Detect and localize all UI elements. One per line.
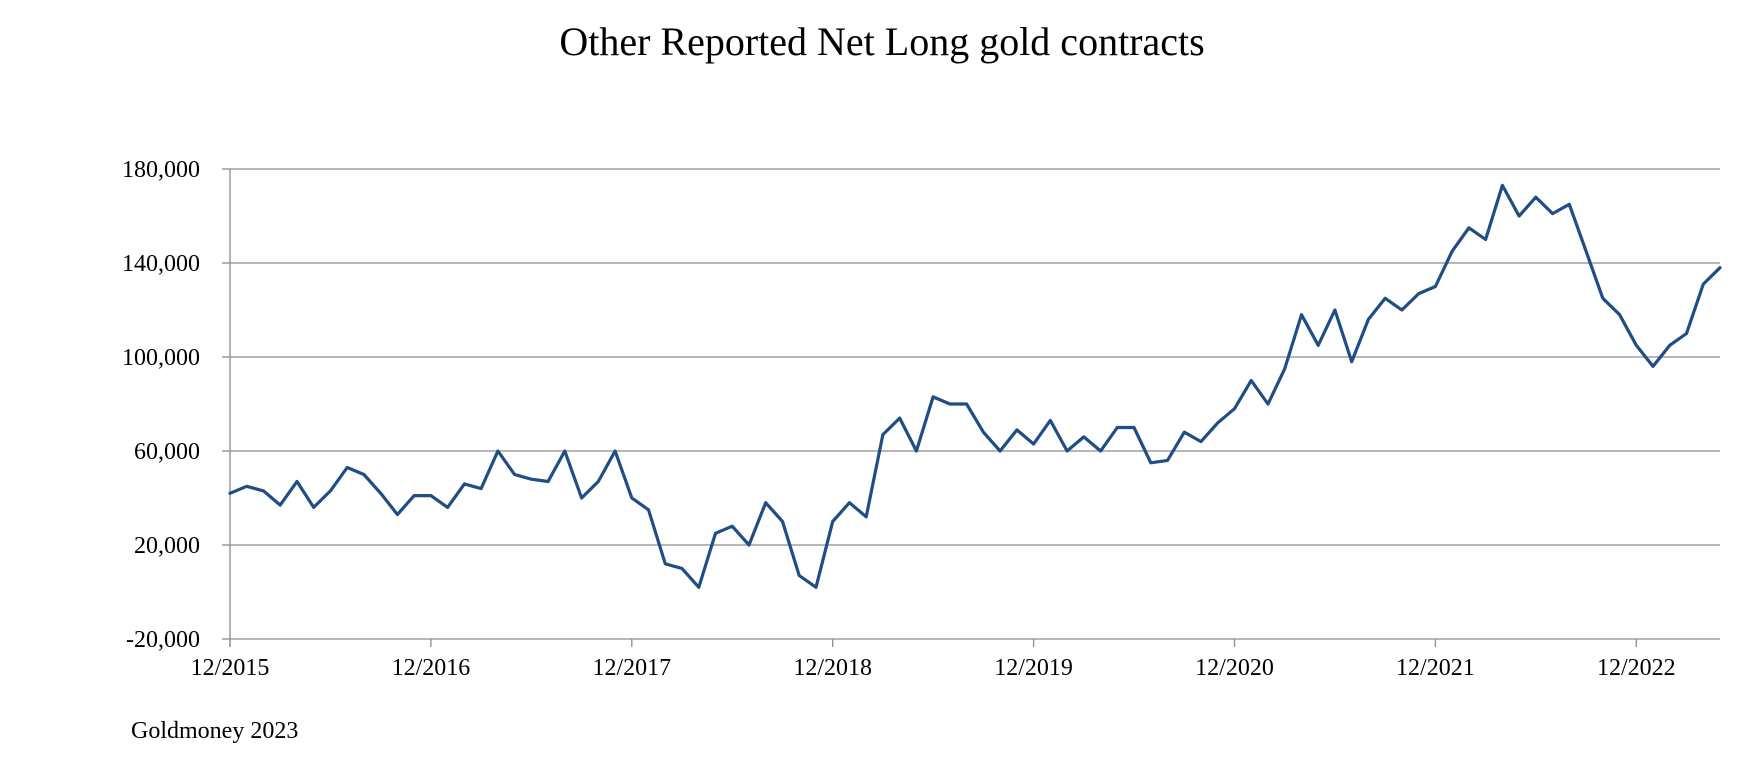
x-tick-label: 12/2018 (793, 655, 872, 681)
y-tick-label: 140,000 (122, 251, 200, 277)
x-tick-label: 12/2021 (1396, 655, 1475, 681)
x-tick-label: 12/2020 (1195, 655, 1274, 681)
y-tick-label: 100,000 (122, 345, 200, 371)
x-tick-labels: 12/2015 12/2016 12/2017 12/2018 12/2019 12/20… (191, 655, 1676, 681)
source-note: Goldmoney 2023 (131, 718, 299, 744)
gridlines (230, 168, 1720, 546)
x-tick-label: 12/2019 (994, 655, 1073, 681)
y-tick-labels: -20,000 20,000 60,000 100,000 140,000 180,000 (122, 157, 200, 653)
x-tick-label: 12/2015 (191, 655, 270, 681)
x-tick-label: 12/2016 (392, 655, 471, 681)
series-line (228, 183, 1722, 589)
x-tick-label: 12/2017 (592, 655, 671, 681)
axes (222, 168, 1720, 647)
y-tick-label: 20,000 (134, 533, 200, 559)
y-tick-label: -20,000 (126, 627, 200, 653)
y-tick-label: 180,000 (122, 157, 200, 183)
plot-area (228, 183, 1722, 589)
y-tick-label: 60,000 (134, 439, 200, 465)
x-tick-label: 12/2022 (1597, 655, 1676, 681)
chart-title: Other Reported Net Long gold contracts (559, 19, 1205, 64)
